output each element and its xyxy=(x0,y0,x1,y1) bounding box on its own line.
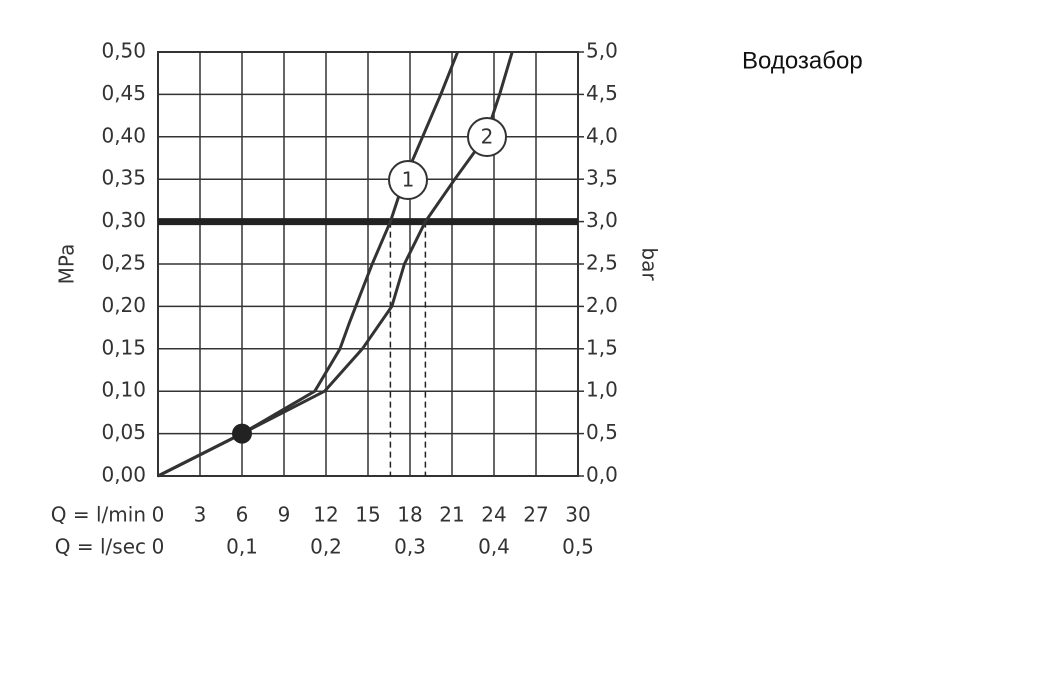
y2-tick-label: 3,5 xyxy=(586,166,618,190)
y-tick-label: 0,40 xyxy=(101,123,146,147)
plot-frame xyxy=(157,51,579,477)
y2-tick-label: 2,0 xyxy=(586,293,618,317)
legend-label: 2 xyxy=(481,125,494,149)
x2-tick-label: 0,3 xyxy=(394,535,426,559)
x2-tick-label: 0,1 xyxy=(226,535,258,559)
x2-tick-label: 0,2 xyxy=(310,535,342,559)
x-tick-label: 24 xyxy=(481,503,506,527)
x-tick-label: 27 xyxy=(523,503,548,527)
y-tick-label: 0,30 xyxy=(101,208,146,232)
x-tick-label: 15 xyxy=(355,503,380,527)
y2-tick-label: 0,5 xyxy=(586,420,618,444)
y2-tick-label: 3,0 xyxy=(586,208,618,232)
series-marker xyxy=(388,160,428,200)
x-tick-label: 0 xyxy=(152,503,165,527)
x2-tick-label: 0,5 xyxy=(562,535,594,559)
x-tick-label: 21 xyxy=(439,503,464,527)
x-tick-label: 6 xyxy=(236,503,249,527)
y2-tick-label: 2,5 xyxy=(586,251,618,275)
y2-tick-label: 4,5 xyxy=(586,81,618,105)
x-tick-label: 3 xyxy=(194,503,207,527)
y-tick-label: 0,50 xyxy=(101,39,146,63)
y-tick-label: 0,25 xyxy=(101,251,146,275)
y-axis-label: MPa xyxy=(55,244,79,285)
y2-tick-label: 5,0 xyxy=(586,39,618,63)
x2-tick-label: 0 xyxy=(152,535,165,559)
y2-axis-label: bar xyxy=(638,247,662,281)
y-tick-label: 0,00 xyxy=(101,463,146,487)
y2-tick-label: 4,0 xyxy=(586,123,618,147)
chart-title: Водозабор xyxy=(742,47,863,74)
x-tick-label: 18 xyxy=(397,503,422,527)
x-tick-label: 9 xyxy=(278,503,291,527)
series-marker xyxy=(467,117,507,157)
x2-axis-label: Q = l/sec xyxy=(55,535,146,559)
y2-tick-label: 1,0 xyxy=(586,378,618,402)
x-tick-label: 12 xyxy=(313,503,338,527)
x-axis-label: Q = l/min xyxy=(51,503,146,527)
y2-tick-label: 1,5 xyxy=(586,335,618,359)
y-tick-label: 0,05 xyxy=(101,420,146,444)
y-tick-label: 0,35 xyxy=(101,166,146,190)
y-tick-label: 0,45 xyxy=(101,81,146,105)
x2-tick-label: 0,4 xyxy=(478,535,510,559)
y2-tick-label: 0,0 xyxy=(586,463,618,487)
point xyxy=(232,423,252,444)
y-tick-label: 0,20 xyxy=(101,293,146,317)
y-tick-label: 0,10 xyxy=(101,378,146,402)
line xyxy=(157,51,459,478)
legend-label: 1 xyxy=(402,168,415,192)
y-tick-label: 0,15 xyxy=(101,335,146,359)
x-tick-label: 30 xyxy=(565,503,590,527)
